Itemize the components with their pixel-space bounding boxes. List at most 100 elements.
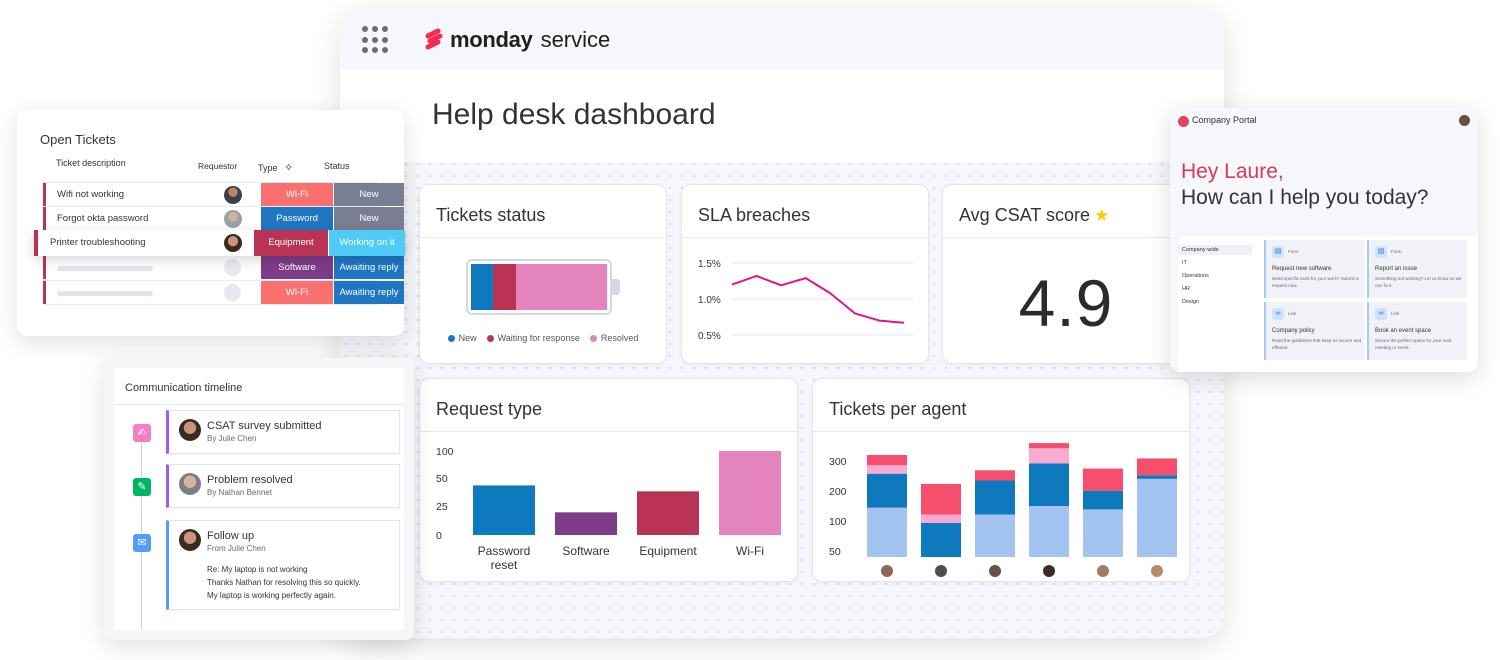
csat-value: 4.9 <box>1018 266 1114 340</box>
tile-request-software[interactable]: ▤ Form Request new software Need specifi… <box>1264 240 1364 298</box>
ticket-type[interactable]: Wi-Fi <box>261 183 333 206</box>
entry-title: Follow up <box>207 530 255 542</box>
agent-bar-segment[interactable] <box>1137 475 1177 479</box>
app-logo[interactable]: monday service <box>424 26 610 54</box>
agent-bar-segment[interactable] <box>867 473 907 508</box>
column-requestor[interactable]: Requestor <box>198 161 238 171</box>
agent-bar-segment[interactable] <box>975 470 1015 481</box>
column-description[interactable]: Ticket description <box>56 158 126 168</box>
agent-bar-segment[interactable] <box>1083 490 1123 510</box>
request-bar[interactable] <box>637 491 699 535</box>
agent-bar-segment[interactable] <box>1029 506 1069 557</box>
legend-label: Resolved <box>600 333 639 343</box>
ticket-type[interactable]: Wi-Fi <box>261 281 333 304</box>
agent-bar-segment[interactable] <box>975 480 1015 515</box>
agent-bar-segment[interactable] <box>1029 463 1069 507</box>
timeline-entry-csat[interactable]: CSAT survey submitted By Julie Chen <box>166 410 400 454</box>
ticket-status[interactable]: New <box>334 183 404 206</box>
placeholder-avatar <box>224 259 241 276</box>
nav-hr[interactable]: HR <box>1182 286 1190 292</box>
agent-bar-segment[interactable] <box>1029 448 1069 464</box>
agent-avatar[interactable] <box>1151 565 1163 577</box>
timeline-entry-follow-up[interactable]: Follow up From Julie Chen Re: My laptop … <box>166 520 400 610</box>
tile-book-event-space[interactable]: ∞ Link Book an event space Secure the pe… <box>1367 302 1467 360</box>
tickets-per-agent-widget[interactable]: Tickets per agent 300 200 100 50 <box>812 378 1190 582</box>
company-portal-card: Company Portal Hey Laure, How can I help… <box>1170 108 1478 372</box>
column-type[interactable]: Type ✧ <box>258 161 293 174</box>
nav-company-wide[interactable]: Company-wide <box>1178 245 1252 255</box>
request-type-widget[interactable]: Request type 100 50 25 0 Password reset Softwa… <box>419 378 798 582</box>
agent-bar-segment[interactable] <box>867 455 907 466</box>
agent-bar-segment[interactable] <box>921 523 961 557</box>
user-avatar[interactable] <box>1459 115 1470 126</box>
agent-bar-segment[interactable] <box>1137 478 1177 557</box>
entry-author: From Julie Chen <box>207 544 266 553</box>
ticket-status[interactable]: Awaiting reply <box>334 281 404 304</box>
agent-bar-segment[interactable] <box>867 507 907 557</box>
avg-csat-widget[interactable]: Avg CSAT score ★ 4.9 <box>942 184 1190 364</box>
timeline-entry-resolved[interactable]: Problem resolved By Nathan Bennet <box>166 464 400 508</box>
tile-kind: Form <box>1288 249 1299 254</box>
agent-bar-segment[interactable] <box>921 483 961 515</box>
request-bar[interactable] <box>473 485 535 535</box>
entry-author: By Nathan Bennet <box>207 488 272 497</box>
agent-avatar[interactable] <box>1097 565 1109 577</box>
ticket-status[interactable]: Working on it <box>329 230 405 256</box>
tile-report-issue[interactable]: ▤ Form Report an issue Something not wor… <box>1367 240 1467 298</box>
agent-bar-segment[interactable] <box>1029 443 1069 449</box>
communication-timeline-card: Communication timeline ✍ CSAT survey sub… <box>104 358 414 640</box>
nav-it[interactable]: IT <box>1182 260 1187 266</box>
widget-title: Avg CSAT score ★ <box>959 205 1109 226</box>
divider <box>943 237 1189 238</box>
ticket-row[interactable]: Software Awaiting reply <box>43 255 404 279</box>
sla-breaches-widget[interactable]: SLA breaches 1.5% 1.0% 0.5% <box>681 184 929 364</box>
ticket-row[interactable]: Wifi not working Wi-Fi New <box>43 182 404 206</box>
agent-bar-segment[interactable] <box>975 514 1015 558</box>
divider <box>114 404 404 405</box>
ticket-status[interactable]: Awaiting reply <box>334 256 404 279</box>
nav-operations[interactable]: Operations <box>1182 273 1209 279</box>
column-status[interactable]: Status <box>324 161 350 171</box>
ticket-type[interactable]: Equipment <box>254 230 328 256</box>
agent-bar-segment[interactable] <box>921 514 961 524</box>
tile-company-policy[interactable]: ∞ Link Company policy Read the guideline… <box>1264 302 1364 360</box>
request-bar[interactable] <box>555 512 617 535</box>
agent-y-tick: 50 <box>829 546 841 558</box>
timeline-line <box>141 430 142 630</box>
agent-bar-segment[interactable] <box>1083 509 1123 557</box>
ticket-status[interactable]: New <box>334 207 404 230</box>
nav-design[interactable]: Design <box>1182 299 1200 305</box>
tile-kind: Link <box>1391 311 1400 316</box>
app-grid-icon[interactable] <box>362 26 390 54</box>
agent-bar-segment[interactable] <box>867 465 907 474</box>
agent-avatar[interactable] <box>881 565 893 577</box>
agent-bar-segment[interactable] <box>1083 468 1123 491</box>
entry-author: By Julie Chen <box>207 434 257 443</box>
form-icon: ▤ <box>1375 246 1387 258</box>
divider <box>420 431 797 432</box>
top-bar: monday service <box>340 8 1224 70</box>
agent-avatar[interactable] <box>1043 565 1055 577</box>
request-bar[interactable] <box>719 451 781 535</box>
ticket-row-highlighted[interactable]: Printer troubleshooting Equipment Working … <box>34 230 405 256</box>
tile-desc: Read the guidelines that keep us secure … <box>1272 338 1362 350</box>
agent-bar-segment[interactable] <box>1137 458 1177 476</box>
requestor-avatar[interactable] <box>224 210 242 228</box>
tickets-per-agent-chart: 300 200 100 50 <box>829 443 1177 577</box>
tickets-status-widget[interactable]: Tickets status New Waiting for response Re… <box>419 184 667 364</box>
requestor-avatar[interactable] <box>224 186 242 204</box>
ticket-type[interactable]: Password <box>261 207 333 230</box>
agent-avatar[interactable] <box>989 565 1001 577</box>
ticket-row[interactable]: Forgot okta password Password New <box>43 206 404 230</box>
ticket-type[interactable]: Software <box>261 256 333 279</box>
tile-kind: Link <box>1288 311 1297 316</box>
page-title: Help desk dashboard <box>432 98 716 131</box>
ticket-row[interactable]: Wi-Fi Awaiting reply <box>43 280 404 304</box>
request-y-tick: 100 <box>436 446 454 458</box>
tile-desc: Secure the perfect space for your next m… <box>1375 338 1452 350</box>
requestor-avatar[interactable] <box>224 234 242 252</box>
star-icon: ★ <box>1094 206 1110 225</box>
agent-avatar[interactable] <box>935 565 947 577</box>
sla-y-tick: 0.5% <box>698 331 721 342</box>
timeline-title: Communication timeline <box>125 382 243 394</box>
